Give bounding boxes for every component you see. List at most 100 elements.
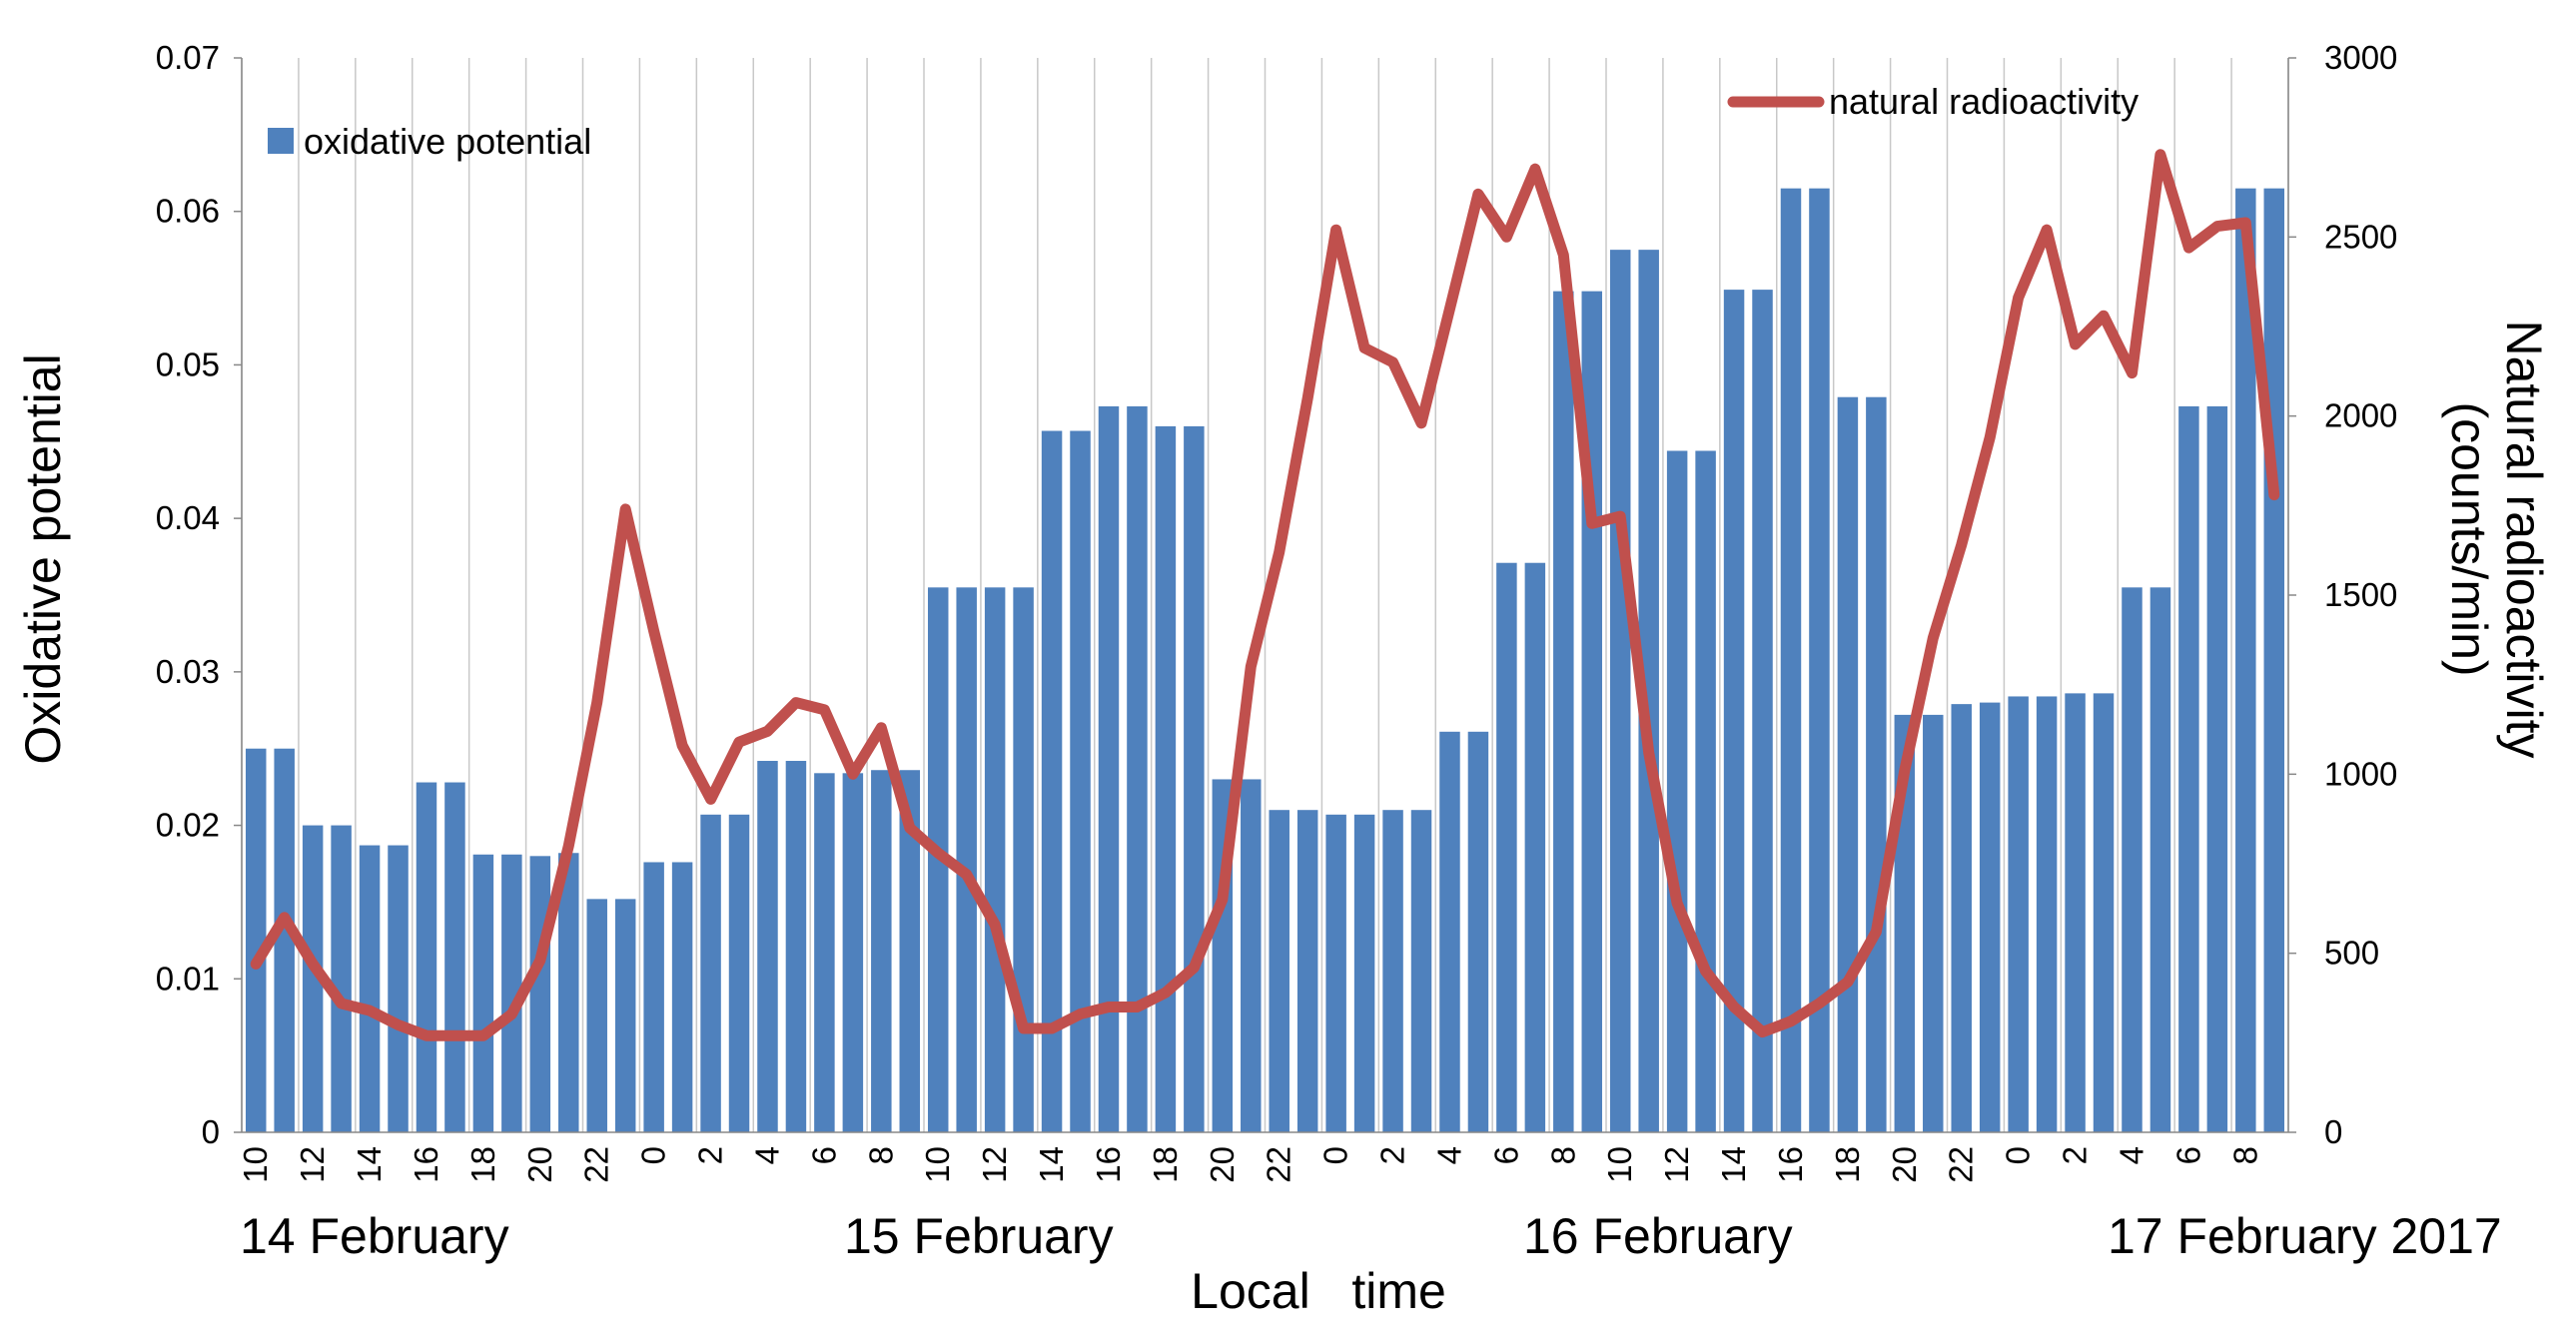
x-tick-label: 16 (408, 1146, 444, 1183)
y2-axis-title: Natural radioactivity (2496, 320, 2552, 758)
bar (1013, 587, 1034, 1132)
bar (700, 814, 721, 1132)
bar (785, 761, 807, 1132)
x-tick-label: 12 (1658, 1146, 1695, 1183)
bar (671, 862, 693, 1132)
bar (1127, 405, 1148, 1133)
bar (1296, 810, 1318, 1132)
bar (1638, 250, 1659, 1133)
date-label: 15 February (844, 1208, 1114, 1264)
bar (1837, 396, 1859, 1132)
x-tick-label: 2 (692, 1146, 729, 1164)
bar (614, 899, 636, 1132)
bar (416, 782, 437, 1132)
bar (1524, 562, 1546, 1132)
x-tick-label: 6 (805, 1146, 842, 1164)
x-tick-label: 12 (294, 1146, 331, 1183)
x-tick-label: 16 (1090, 1146, 1127, 1183)
x-tick-label: 6 (1487, 1146, 1524, 1164)
bar (1325, 814, 1346, 1132)
bar (927, 587, 949, 1132)
x-tick-label: 16 (1772, 1146, 1809, 1183)
x-tick-label: 14 (1715, 1146, 1752, 1183)
bar (1780, 188, 1802, 1132)
bar (728, 814, 750, 1132)
bar (899, 770, 921, 1132)
bar (1666, 450, 1688, 1133)
x-tick-label: 0 (635, 1146, 672, 1164)
y2-tick-label: 2000 (2324, 397, 2397, 434)
bar (1553, 291, 1574, 1132)
x-tick-label: 20 (1204, 1146, 1241, 1183)
legend-swatch (268, 128, 294, 154)
x-tick-label: 18 (1829, 1146, 1866, 1183)
x-tick-label: 10 (237, 1146, 274, 1183)
x-tick-label: 10 (1601, 1146, 1638, 1183)
x-tick-label: 8 (2226, 1146, 2263, 1164)
x-tick-label: 8 (1544, 1146, 1581, 1164)
date-label: 14 February (240, 1208, 509, 1264)
bar (2065, 693, 2086, 1132)
y-tick-label: 0 (202, 1113, 220, 1150)
y2-tick-label: 1500 (2324, 576, 2397, 613)
bar (2122, 587, 2143, 1132)
bar (274, 748, 295, 1132)
y2-tick-label: 1000 (2324, 755, 2397, 792)
x-tick-label: 22 (1943, 1146, 1980, 1183)
bar (529, 856, 551, 1132)
y-tick-label: 0.07 (156, 39, 220, 76)
line (250, 149, 2280, 1041)
bar (444, 782, 465, 1132)
bar (1951, 704, 1972, 1132)
x-tick-label: 12 (976, 1146, 1013, 1183)
y-tick-label: 0.06 (156, 193, 220, 230)
bar (1923, 714, 1944, 1132)
bar (1353, 814, 1375, 1132)
bar (984, 587, 1006, 1132)
bar (2036, 696, 2058, 1132)
bar (871, 770, 892, 1132)
bar (1809, 188, 1830, 1132)
y-tick-label: 0.03 (156, 653, 220, 690)
bar (302, 825, 324, 1132)
bar (1410, 810, 1432, 1132)
bar (388, 845, 409, 1132)
bar (1866, 396, 1887, 1132)
bar (956, 587, 977, 1132)
bar (359, 845, 381, 1132)
x-tick-label: 4 (2113, 1146, 2149, 1164)
bar (1439, 731, 1460, 1132)
x-tick-label: 14 (351, 1146, 388, 1183)
bar (586, 899, 607, 1132)
bar (1241, 779, 1262, 1132)
bar (1184, 425, 1205, 1132)
x-tick-label: 4 (748, 1146, 785, 1164)
bar (1098, 405, 1120, 1133)
bar (2263, 188, 2285, 1132)
x-tick-label: 4 (1430, 1146, 1467, 1164)
x-tick-label: 6 (2169, 1146, 2206, 1164)
x-tick-label: 18 (1147, 1146, 1184, 1183)
x-tick-label: 2 (2057, 1146, 2094, 1164)
bar (2149, 587, 2171, 1132)
bar (757, 761, 778, 1132)
bar (501, 854, 522, 1132)
x-axis-title: Local time (1191, 1263, 1446, 1319)
bar (2008, 696, 2029, 1132)
x-tick-label: 10 (919, 1146, 956, 1183)
x-tick-label: 22 (1261, 1146, 1297, 1183)
bar (1155, 425, 1177, 1132)
bar (1979, 702, 2001, 1132)
y-tick-label: 0.05 (156, 345, 220, 382)
x-tick-label: 18 (464, 1146, 501, 1183)
y-tick-label: 0.04 (156, 499, 220, 536)
y-tick-label: 0.02 (156, 807, 220, 844)
x-tick-label: 2 (1374, 1146, 1411, 1164)
y2-tick-label: 2500 (2324, 218, 2397, 255)
bar (643, 862, 664, 1132)
y-tick-label: 0.01 (156, 960, 220, 997)
x-tick-label: 20 (521, 1146, 558, 1183)
bar (1752, 290, 1773, 1132)
